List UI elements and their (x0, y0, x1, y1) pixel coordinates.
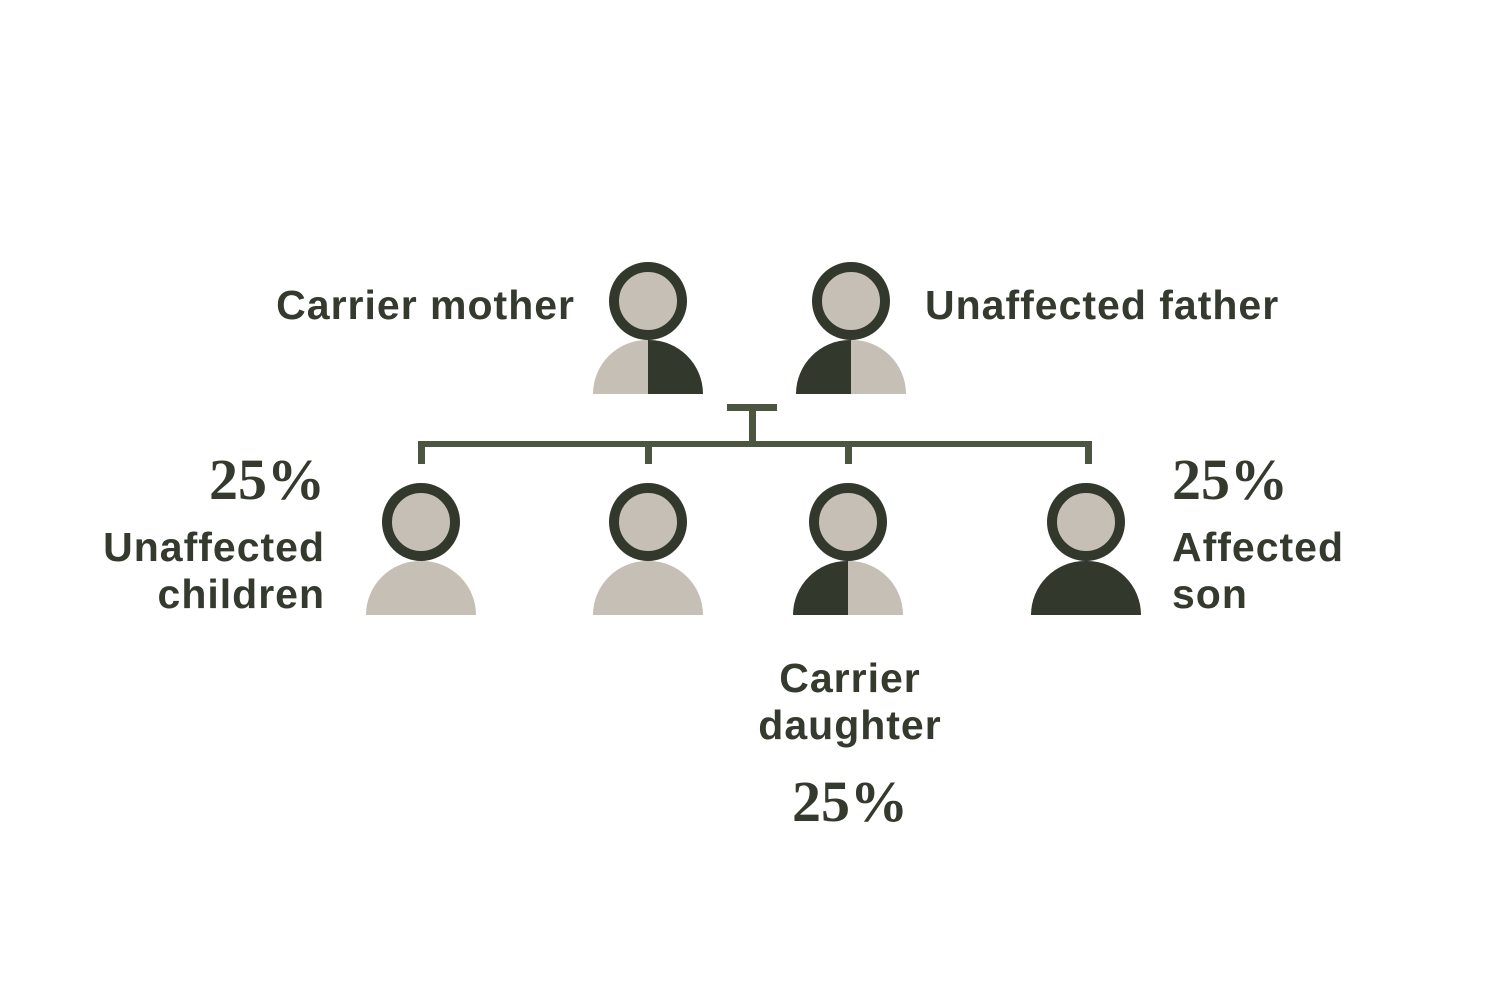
person-body (593, 561, 703, 615)
sibling-drop-1 (418, 441, 425, 464)
sibling-drop-4 (1085, 441, 1092, 464)
carrier-daughter-label-line1: Carrier (779, 655, 921, 701)
body-right-half (848, 561, 903, 615)
person-body (366, 561, 476, 615)
unaffected-children-label-line1: Unaffected (103, 524, 325, 570)
unaffected-child-icon-2 (593, 483, 703, 615)
carrier-mother-icon (593, 262, 703, 394)
person-head (812, 262, 890, 340)
sibling-drop-3 (845, 441, 852, 464)
person-head (382, 483, 460, 561)
body-right-half (648, 340, 703, 394)
body-right-half (421, 561, 476, 615)
carrier-daughter-percent: 25% (792, 769, 908, 834)
affected-son-icon (1031, 483, 1141, 615)
person-body (796, 340, 906, 394)
union-stem-line (749, 404, 756, 447)
unaffected-father-label: Unaffected father (925, 282, 1280, 328)
sibling-bar (418, 441, 1092, 447)
unaffected-children-percent: 25% (209, 447, 325, 512)
body-left-half (796, 340, 851, 394)
body-right-half (851, 340, 906, 394)
affected-son-label-line1: Affected (1172, 524, 1345, 570)
affected-son-label-line2: son (1172, 571, 1248, 617)
unaffected-father-icon (796, 262, 906, 394)
unaffected-child-icon-1 (366, 483, 476, 615)
carrier-daughter-label-line2: daughter (758, 702, 942, 748)
body-left-half (593, 340, 648, 394)
body-left-half (1031, 561, 1086, 615)
person-head (609, 483, 687, 561)
body-left-half (366, 561, 421, 615)
person-head (1047, 483, 1125, 561)
carrier-mother-label: Carrier mother (276, 282, 575, 328)
carrier-daughter-annotation: Carrier daughter (700, 655, 1000, 749)
affected-son-annotation: 25% Affected son (1172, 450, 1472, 618)
unaffected-children-annotation: 25% Unaffected children (38, 450, 325, 618)
person-head (609, 262, 687, 340)
person-body (1031, 561, 1141, 615)
person-body (593, 340, 703, 394)
body-left-half (793, 561, 848, 615)
person-body (793, 561, 903, 615)
person-head (809, 483, 887, 561)
sibling-drop-2 (645, 441, 652, 464)
carrier-daughter-icon (793, 483, 903, 615)
unaffected-children-label-line2: children (157, 571, 325, 617)
body-left-half (593, 561, 648, 615)
body-right-half (648, 561, 703, 615)
body-right-half (1086, 561, 1141, 615)
affected-son-percent: 25% (1172, 447, 1288, 512)
